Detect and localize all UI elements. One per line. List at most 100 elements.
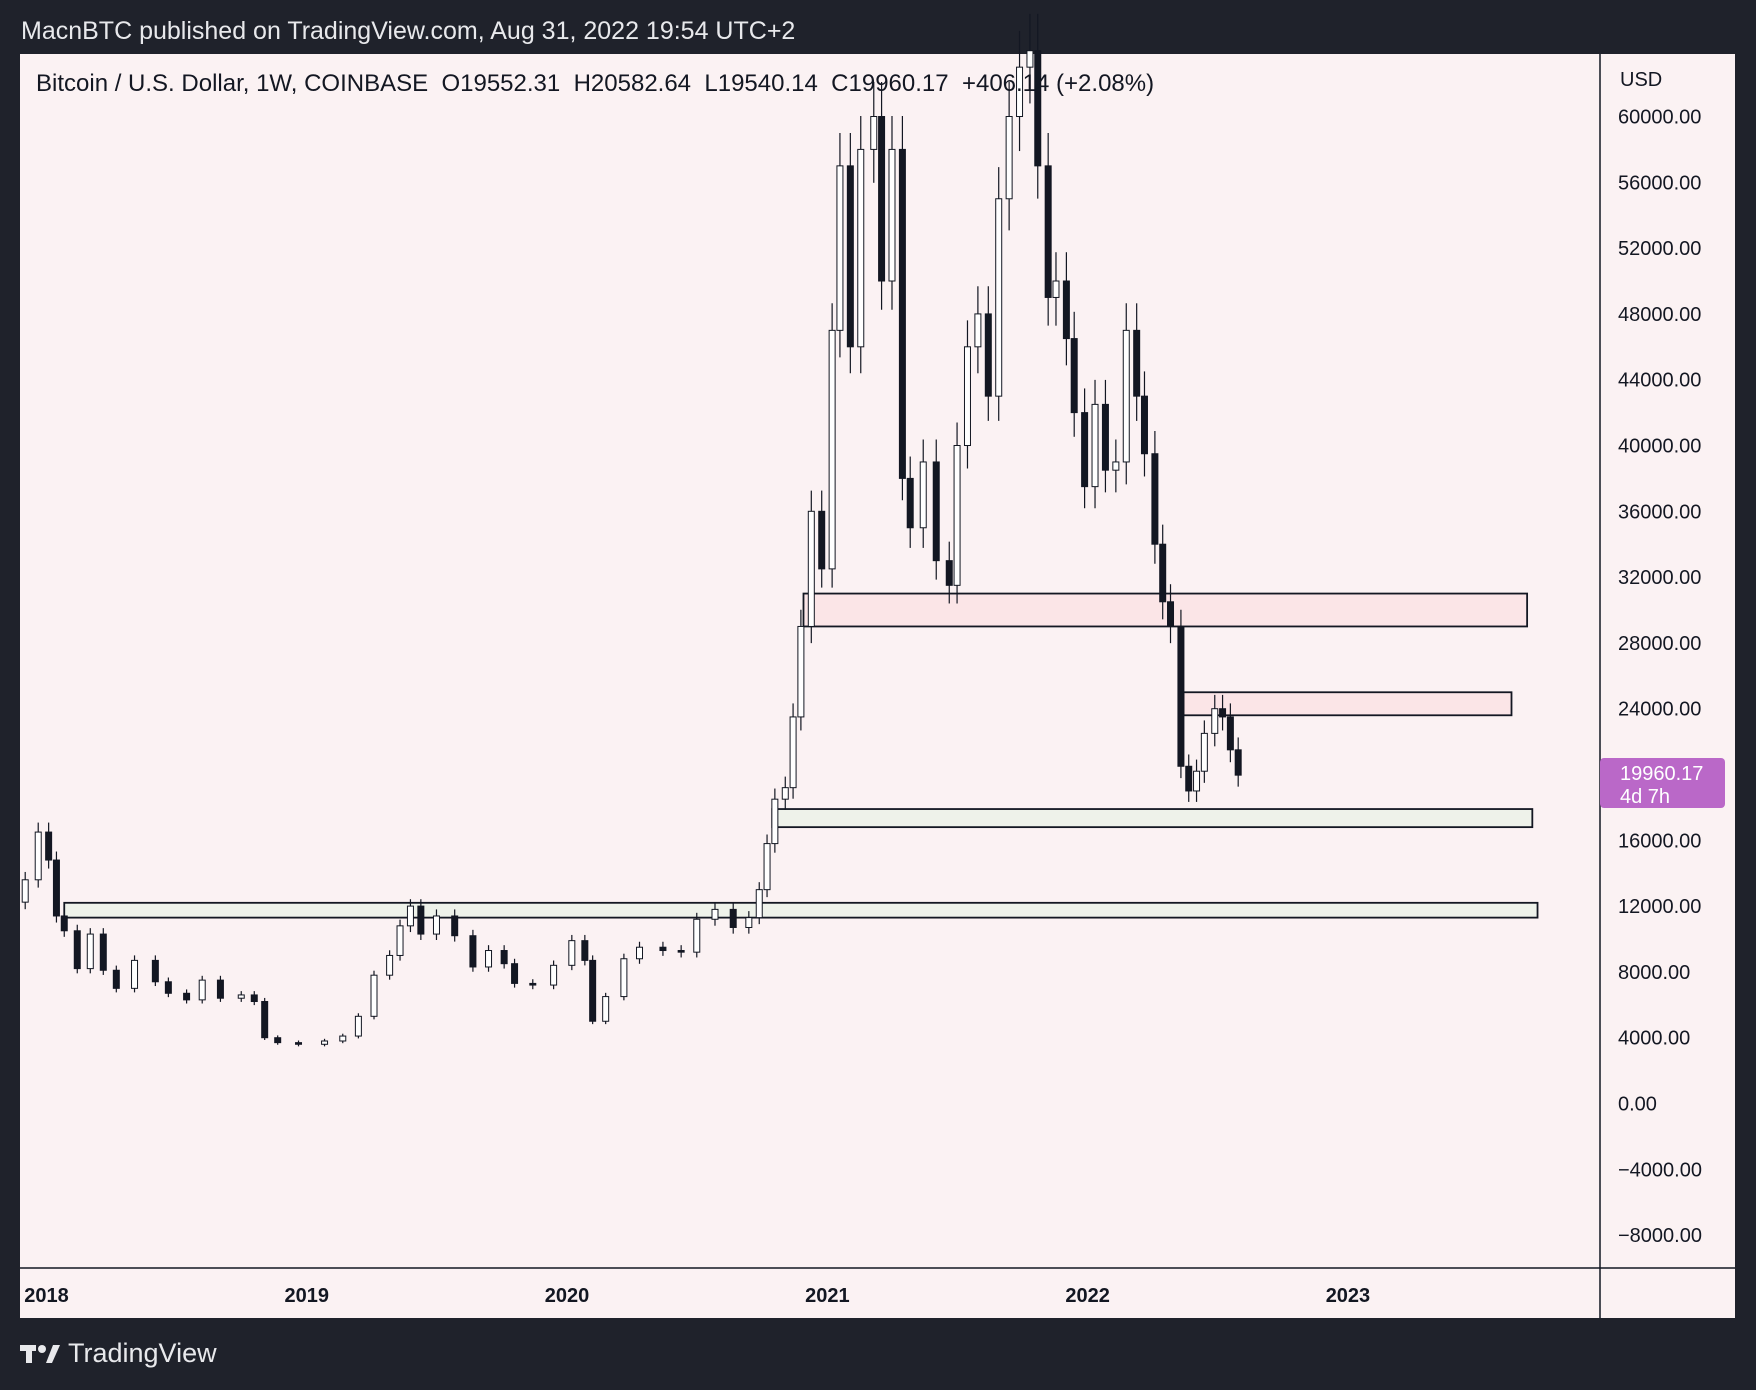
candle-body xyxy=(86,933,94,970)
candle-body xyxy=(995,198,1003,397)
candle-body xyxy=(216,979,224,999)
candle xyxy=(550,960,558,990)
candle-body xyxy=(1151,453,1159,545)
y-tick-label: 12000.00 xyxy=(1618,896,1701,918)
candle-body xyxy=(581,940,589,961)
legend-open: O19552.31 xyxy=(441,70,561,97)
candle xyxy=(73,924,81,974)
candle xyxy=(1070,311,1078,437)
candle-body xyxy=(693,918,701,953)
candle xyxy=(250,991,258,1006)
candle xyxy=(45,822,53,869)
candle-body xyxy=(151,959,159,983)
y-tick-label: 32000.00 xyxy=(1618,567,1701,589)
candle-body xyxy=(888,148,896,282)
candle xyxy=(216,975,224,1002)
candle xyxy=(1016,30,1024,152)
y-tick-label: 52000.00 xyxy=(1618,238,1701,260)
candle-body xyxy=(1044,165,1052,298)
candle-body xyxy=(1177,625,1185,767)
candle-body xyxy=(451,915,459,937)
candle xyxy=(86,928,94,974)
candle xyxy=(1005,81,1013,231)
candle xyxy=(1193,759,1201,802)
brand-name: TradingView xyxy=(68,1338,217,1368)
x-tick-label: 2018 xyxy=(24,1285,69,1307)
legend-symbol[interactable]: Bitcoin / U.S. Dollar, 1W, COINBASE xyxy=(36,70,429,97)
candle-body xyxy=(1133,329,1141,397)
candle-body xyxy=(857,148,865,348)
y-tick-label: 16000.00 xyxy=(1618,830,1701,852)
candle xyxy=(1200,720,1208,783)
candle-body xyxy=(771,798,779,845)
candle-body xyxy=(620,958,628,998)
candle xyxy=(898,116,906,501)
candle xyxy=(589,955,597,1025)
candle xyxy=(339,1033,347,1044)
resistance-zone-2 xyxy=(1182,691,1513,717)
candle xyxy=(984,286,992,421)
y-tick-label: 4000.00 xyxy=(1618,1028,1690,1050)
candle-body xyxy=(99,933,107,971)
candle xyxy=(789,703,797,799)
y-tick-label: 28000.00 xyxy=(1618,633,1701,655)
candle-body xyxy=(529,982,537,986)
candle xyxy=(945,541,953,604)
candle-body xyxy=(797,625,805,718)
candle xyxy=(763,834,771,898)
y-tick-label: 0.00 xyxy=(1618,1094,1657,1116)
candle xyxy=(386,950,394,980)
candle xyxy=(469,929,477,972)
candle xyxy=(21,871,29,910)
candle-body xyxy=(836,165,844,331)
candle-body xyxy=(274,1037,282,1044)
candle xyxy=(1167,584,1175,644)
candle-body xyxy=(34,831,42,881)
candle xyxy=(1140,371,1148,477)
candle xyxy=(151,955,159,987)
candle-body xyxy=(1081,412,1089,488)
candle xyxy=(745,911,753,934)
candle xyxy=(797,609,805,731)
symbol-legend: Bitcoin / U.S. Dollar, 1W, COINBASE O195… xyxy=(36,70,1154,98)
candle-body xyxy=(1200,732,1208,772)
y-tick-label: −8000.00 xyxy=(1618,1225,1702,1247)
tradingview-brand[interactable]: TradingView xyxy=(20,1338,217,1369)
candle xyxy=(295,1040,303,1047)
candle-body xyxy=(354,1015,362,1037)
candle xyxy=(878,81,886,310)
candle-body xyxy=(602,996,610,1022)
candle xyxy=(99,928,107,975)
candle xyxy=(888,116,896,310)
candle-body xyxy=(52,859,60,917)
candle-body xyxy=(386,954,394,976)
candle-body xyxy=(789,716,797,789)
candle-body xyxy=(432,915,440,935)
candle xyxy=(711,902,719,926)
candle xyxy=(771,788,779,853)
candle xyxy=(511,958,519,988)
candle-body xyxy=(1167,601,1175,627)
candle xyxy=(963,320,971,469)
candle-body xyxy=(870,116,878,150)
candle xyxy=(1112,439,1120,493)
candle-body xyxy=(1112,461,1120,471)
candle xyxy=(870,81,878,183)
candle-body xyxy=(898,148,906,479)
candle xyxy=(1044,133,1052,326)
publisher-line: MacnBTC published on TradingView.com, Au… xyxy=(21,17,796,45)
candle xyxy=(432,909,440,940)
candle-body xyxy=(1122,329,1130,463)
candle xyxy=(953,422,961,604)
candle-body xyxy=(1016,66,1024,118)
candle-body xyxy=(250,994,258,1003)
candle-body xyxy=(370,974,378,1017)
candle-body xyxy=(396,925,404,956)
y-tick-label: 8000.00 xyxy=(1618,962,1690,984)
candle xyxy=(659,941,667,956)
candle-body xyxy=(1034,50,1042,167)
candle xyxy=(974,286,982,374)
candle-body xyxy=(45,831,53,861)
candle xyxy=(781,776,789,810)
